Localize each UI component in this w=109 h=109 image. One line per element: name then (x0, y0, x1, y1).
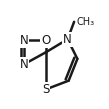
Text: N: N (20, 34, 28, 47)
Text: O: O (41, 34, 50, 47)
Text: CH₃: CH₃ (76, 17, 94, 27)
Text: N: N (20, 58, 28, 71)
Text: N: N (63, 33, 72, 46)
Text: S: S (42, 83, 49, 96)
